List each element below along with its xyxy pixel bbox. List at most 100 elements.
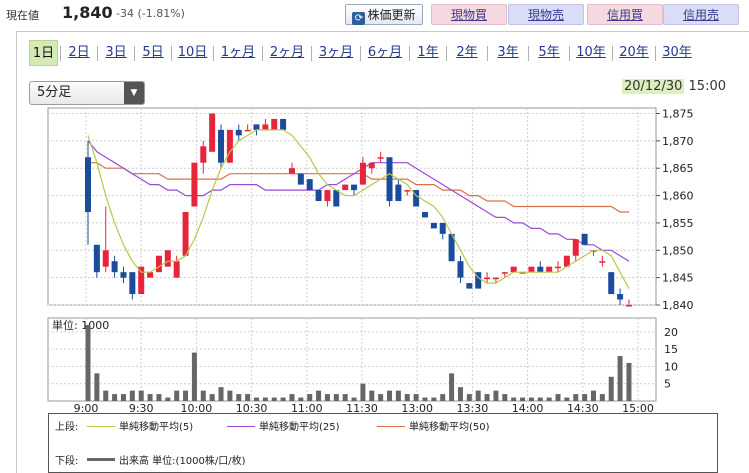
volume-bar [626,362,632,401]
candle-body [386,157,393,202]
tab-separator [569,46,570,61]
volume-bar [138,390,144,401]
tab-period[interactable]: 1日 [29,40,58,66]
volume-bar [191,352,197,401]
candle-body [563,255,570,267]
volume-bar [590,390,596,401]
candle-body [324,190,331,202]
candle-body [147,272,154,278]
tab-period[interactable]: 1年 [417,45,439,60]
ma50-line [88,162,629,213]
candle-body [475,272,482,289]
tab-period[interactable]: 3日 [105,45,127,60]
price-change: -34 (-1.81%) [116,7,185,20]
candle-body [244,129,251,132]
tab-period[interactable]: 1ヶ月 [220,45,256,60]
volume-bar [369,390,375,401]
volume-bar [599,394,605,401]
candle-body [617,294,624,300]
candle-body [448,233,455,262]
candle-body [555,266,562,269]
volume-bar [280,397,286,401]
volume-bar [298,397,304,401]
volume-bar [120,394,126,401]
candle-body [271,118,278,130]
candle-body [590,250,597,252]
candle-body [608,272,615,295]
legend-lower-label: 下段: [55,456,79,467]
tab-period[interactable]: 30年 [662,45,692,60]
volume-bar [457,387,463,401]
tab-period[interactable]: 2日 [68,45,90,60]
volume-bar [449,373,455,401]
volume-tick-label: 20 [664,326,678,339]
chart-time: 15:00 [688,79,726,94]
tab-period[interactable]: 5日 [142,45,164,60]
candle-body [164,250,171,267]
cash-buy-button[interactable]: 現物買 [431,4,507,25]
candle-body [288,168,295,174]
x-tick-label: 13:30 [457,402,489,413]
volume-bar [422,397,428,401]
candle-body [102,250,109,267]
stock-chart: 9:00 9:30 10:00 10:30 11:00 11:30 13:00 13:30 14… [47,107,694,413]
x-tick-label: 14:30 [567,402,599,413]
quote-bar: 現在値 1,840 -34 (-1.81%) ⟳ 株価更新 現物買 現物売 信用買… [0,0,749,28]
candle-body [262,124,269,130]
volume-bar [431,397,437,401]
volume-bar [564,397,570,401]
tab-period[interactable]: 10年 [576,45,606,60]
candle-body [200,146,207,163]
volume-bar [236,394,242,401]
candle-body [138,266,145,295]
price-tick-label: 1,850 [662,244,694,257]
volume-plot-area [47,317,657,402]
tab-separator [487,46,488,61]
tab-separator [446,46,447,61]
candle-body [404,190,411,192]
candle-body [430,222,437,229]
volume-bar [537,397,543,401]
candle-body [155,255,162,273]
candle-body [218,129,225,163]
cash-sell-button[interactable]: 現物売 [508,4,584,25]
tab-period[interactable]: 10日 [177,45,208,60]
candle-body [395,184,402,202]
margin-buy-button[interactable]: 信用買 [587,4,663,25]
tab-period[interactable]: 2年 [456,45,478,60]
tab-period[interactable]: 3ヶ月 [318,45,354,60]
volume-bar [573,394,579,401]
tab-separator [409,46,410,61]
refresh-price-button[interactable]: ⟳ 株価更新 [345,4,423,25]
candle-body [191,162,198,207]
margin-sell-button[interactable]: 信用売 [663,4,739,25]
volume-bar [245,394,251,401]
volume-bar [103,390,109,401]
legend-upper-label: 上段: [55,422,79,433]
volume-bar [520,397,526,401]
interval-select[interactable]: 5分足 ▼ [29,81,145,105]
ma25-line [87,140,630,262]
volume-bar [129,390,135,401]
legend-volume-swatch [87,458,115,461]
refresh-price-label: 株価更新 [367,8,416,22]
tab-period[interactable]: 6ヶ月 [367,45,403,60]
volume-bar [156,394,162,401]
volume-bar [262,397,268,401]
x-tick-label: 10:30 [236,402,268,413]
candle-body [297,173,304,185]
volume-bar [85,324,91,401]
tab-period[interactable]: 20年 [619,45,649,60]
volume-bar [395,390,401,401]
current-price-label: 現在値 [6,9,39,22]
chart-date: 20/12/30 [622,79,685,94]
x-tick-label: 10:00 [181,402,213,413]
tab-period[interactable]: 3年 [497,45,519,60]
tab-separator [262,46,263,61]
candle-body [111,261,118,273]
candle-body [315,190,322,202]
tab-period[interactable]: 2ヶ月 [269,45,305,60]
volume-bar [316,390,322,401]
price-tick-label: 1,855 [662,217,694,230]
tab-period[interactable]: 5年 [538,45,560,60]
